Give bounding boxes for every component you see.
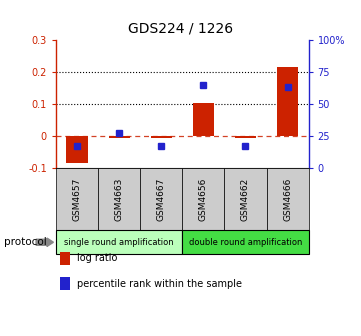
Text: GSM4663: GSM4663 (115, 177, 123, 221)
Bar (193, 102, 214, 136)
Text: GSM4666: GSM4666 (283, 177, 292, 221)
Bar (235, 136, 256, 138)
Text: GSM4667: GSM4667 (157, 177, 166, 221)
Bar (109, 136, 130, 138)
Text: single round amplification: single round amplification (64, 238, 174, 247)
Bar (151, 136, 172, 138)
Text: protocol: protocol (4, 237, 46, 247)
Bar (66, 136, 87, 163)
Text: GSM4656: GSM4656 (199, 177, 208, 221)
Text: GSM4657: GSM4657 (73, 177, 82, 221)
Text: log ratio: log ratio (77, 253, 117, 263)
Text: percentile rank within the sample: percentile rank within the sample (77, 279, 242, 289)
Text: GDS224 / 1226: GDS224 / 1226 (128, 22, 233, 36)
Text: GSM4662: GSM4662 (241, 177, 250, 221)
Text: double round amplification: double round amplification (189, 238, 302, 247)
Bar (277, 68, 298, 136)
